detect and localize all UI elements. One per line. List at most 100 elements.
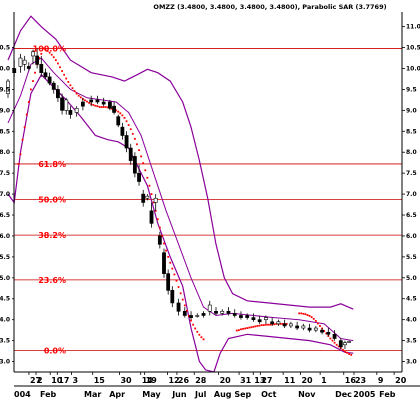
sar-dot [317,322,319,325]
y-tick-label: 5.5 [406,254,417,261]
price-bars [6,48,352,349]
bar-body [207,304,212,312]
y-tick-label-left: 4.5 [0,296,10,303]
sar-dot [333,341,336,344]
sar-dot [308,315,311,317]
x-month-label: Oct [261,390,277,399]
sar-dot [146,176,149,179]
sar-dot [102,106,105,108]
sar-dot [79,96,82,99]
bar-body [239,315,243,318]
bar-body [195,315,200,317]
sar-dot [312,317,315,320]
sar-dot [165,249,167,252]
sar-dot [42,47,45,50]
bar-body [120,126,125,136]
sar-dot [314,320,317,322]
x-day-label: 20 [220,376,232,385]
bar-body [162,252,166,274]
bar-body [301,325,306,329]
sar-dot [71,87,74,90]
y-tick-label: 3.0 [406,359,417,366]
bar-body [347,341,352,343]
sar-dot [150,193,153,195]
bar-body [264,317,268,320]
y-tick-label: 8.0 [406,149,417,156]
bar-body [101,101,106,105]
y-tick-label-left: 5.0 [0,275,10,282]
bar-body [80,101,85,107]
sar-dot [67,81,70,83]
sar-dot [248,326,251,329]
sar-dot [96,105,99,108]
x-month-label: Sep [234,390,251,399]
sar-dot [198,333,201,336]
sar-dot [269,323,271,326]
bar-body [288,323,293,327]
y-tick-label-left: 10.0 [0,66,10,73]
bar-body [313,327,318,331]
bar-body [51,82,56,90]
sar-dot [61,70,63,72]
sar-dot [17,163,20,165]
sar-dot [262,324,265,327]
y-tick-label-left: 6.0 [0,233,10,240]
bar-body [307,327,312,331]
sar-dot [306,314,309,316]
sar-dot [19,153,22,156]
bar-body [149,210,154,224]
sar-dot [32,80,34,82]
sar-dot [123,117,126,119]
sar-dot [38,57,41,59]
sar-dot [115,109,118,112]
sar-dot [136,143,138,146]
bar-body [232,313,237,316]
sar-dot [158,226,161,229]
y-tick-label: 7.0 [406,191,417,198]
sar-dot [302,312,305,315]
x-day-label: 11 [284,376,296,385]
sar-dot [50,53,53,56]
sar-dot [69,84,72,87]
sar-dot [190,319,192,322]
bar-body [43,72,48,78]
y-tick-label-left: 10.5 [0,45,10,52]
sar-dot [344,350,346,353]
sar-dot [273,323,276,326]
sar-dot [23,126,26,129]
sar-dot [104,106,107,108]
bar-body [60,97,64,111]
sar-dot [254,325,257,328]
bar-body [89,99,94,103]
fib-labels: 100.0% 61.8% 50.0% 38.2% 23.6% 0.0% [33,44,66,355]
x-day-label: 27 [30,376,41,385]
y-tick-label-left: 7.0 [0,191,10,198]
sar-dot [235,329,238,332]
y-tick-label-left: 5.5 [0,254,10,261]
sar-dot [29,88,32,91]
y-tick-label: 11.0 [406,24,420,31]
sar-dot [100,106,103,108]
fib-label: 38.2% [38,231,66,240]
bar-body [332,334,337,339]
sar-dot [148,184,151,187]
sar-dot [133,137,136,140]
bar-body [31,51,35,57]
sar-dot [98,106,101,108]
x-month-label: Feb [40,390,57,399]
sar-dot [341,348,344,351]
x-month-label: Mar [84,390,101,399]
sar-dot [169,261,172,264]
sar-dot [331,339,334,342]
y-tick-label-left: 3.5 [0,338,10,345]
x-day-label: 27 [261,376,272,385]
y-tick-label: 10.0 [406,66,420,73]
axes: 11.0 10.5 10.0 9.5 9.0 8.5 8.0 7.5 7.0 6.5 6.0 5.5 5… [0,12,420,399]
bollinger-upper-line [7,15,354,310]
sar-dot [192,323,195,326]
bar-body [22,59,27,65]
sar-dot [335,343,338,346]
sar-dot [140,155,143,158]
sar-dot [167,255,170,258]
